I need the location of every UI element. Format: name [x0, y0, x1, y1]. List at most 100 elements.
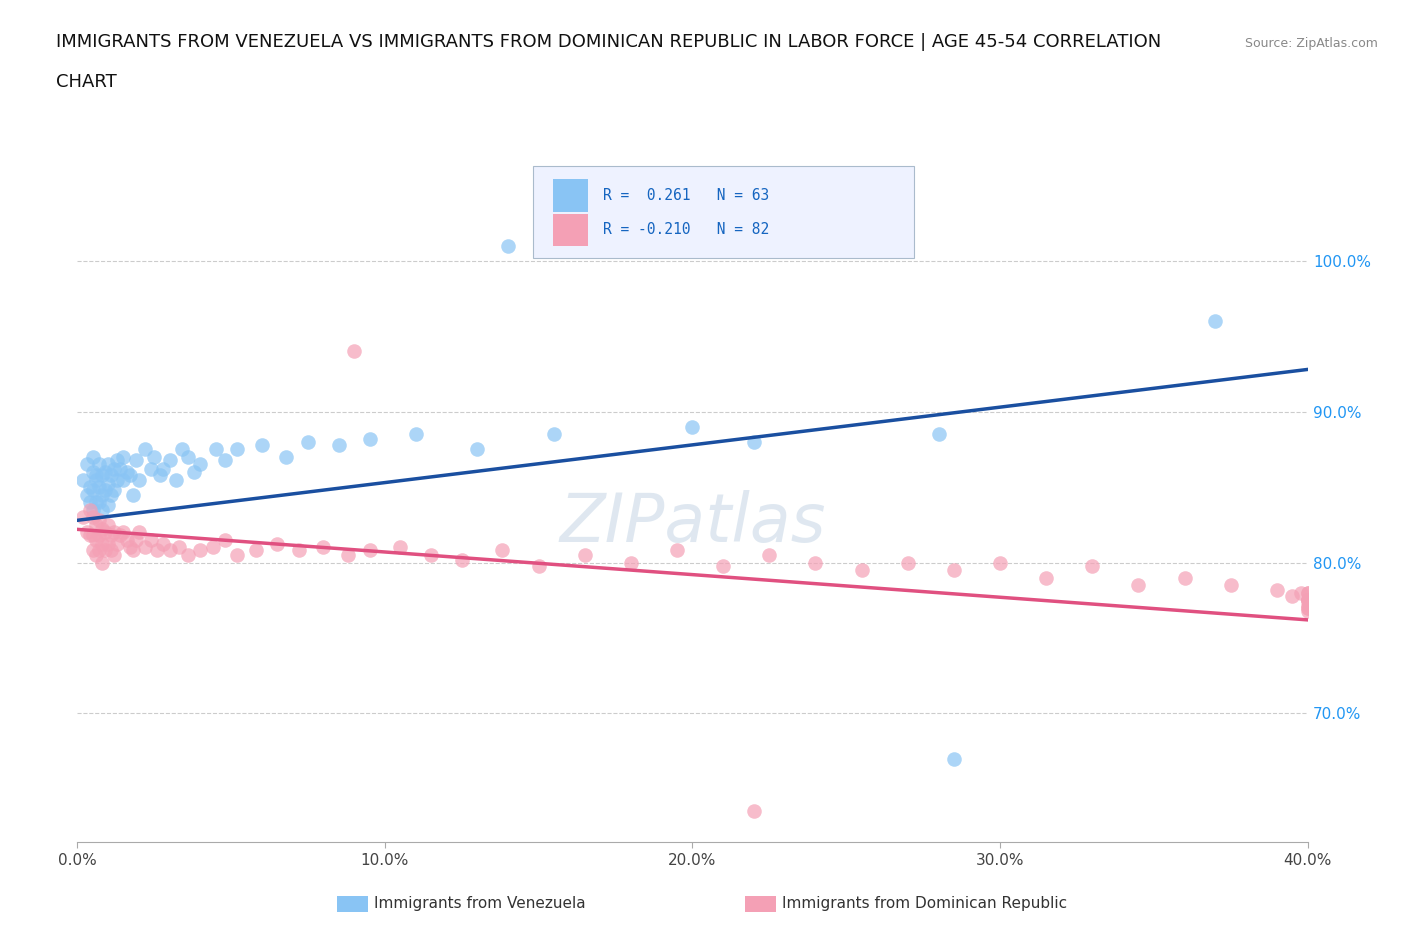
Point — [76, 525, 98, 539]
Point — [804, 555, 827, 570]
Point — [359, 432, 381, 446]
Point — [266, 537, 288, 551]
Point — [100, 528, 122, 543]
Point — [928, 849, 950, 864]
Text: Immigrants from Dominican Republic: Immigrants from Dominican Republic — [782, 897, 1067, 911]
Point — [177, 449, 200, 464]
Point — [152, 461, 174, 476]
Point — [1296, 597, 1319, 612]
Text: IMMIGRANTS FROM VENEZUELA VS IMMIGRANTS FROM DOMINICAN REPUBLIC IN LABOR FORCE |: IMMIGRANTS FROM VENEZUELA VS IMMIGRANTS … — [56, 33, 1161, 50]
Point — [204, 442, 226, 457]
Point — [1296, 592, 1319, 607]
Point — [928, 427, 950, 442]
Point — [97, 498, 120, 512]
Point — [170, 442, 193, 457]
Point — [1219, 578, 1241, 592]
Point — [82, 543, 104, 558]
Point — [128, 525, 150, 539]
Point — [527, 558, 550, 573]
Point — [337, 548, 360, 563]
Point — [79, 528, 101, 543]
Point — [1204, 313, 1226, 328]
Point — [1291, 585, 1313, 600]
Text: R =  0.261   N = 63: R = 0.261 N = 63 — [603, 188, 769, 203]
Point — [82, 449, 104, 464]
Point — [87, 543, 110, 558]
FancyBboxPatch shape — [554, 179, 588, 212]
Point — [97, 517, 120, 532]
Point — [214, 533, 236, 548]
Point — [1281, 589, 1303, 604]
Point — [758, 548, 780, 563]
Point — [1081, 558, 1104, 573]
Point — [84, 472, 107, 487]
Point — [988, 555, 1011, 570]
Point — [177, 548, 200, 563]
Point — [90, 487, 114, 502]
Point — [328, 437, 350, 452]
Point — [226, 442, 249, 457]
Point — [389, 540, 412, 555]
Point — [97, 537, 120, 551]
Point — [1296, 604, 1319, 618]
Point — [94, 465, 117, 480]
Point — [125, 453, 148, 468]
Point — [103, 483, 125, 498]
Point — [90, 537, 114, 551]
Point — [620, 555, 643, 570]
Point — [1296, 592, 1319, 607]
Point — [159, 453, 181, 468]
Point — [897, 555, 920, 570]
Point — [1296, 601, 1319, 616]
Point — [666, 543, 689, 558]
Point — [146, 543, 169, 558]
Point — [152, 537, 174, 551]
Point — [87, 512, 110, 527]
Point — [100, 468, 122, 483]
Point — [82, 502, 104, 517]
Point — [149, 468, 172, 483]
Point — [141, 533, 163, 548]
Text: ZIPatlas: ZIPatlas — [560, 489, 825, 555]
Point — [100, 543, 122, 558]
Point — [134, 540, 156, 555]
Point — [118, 540, 141, 555]
Point — [1296, 585, 1319, 600]
Point — [103, 461, 125, 476]
Point — [420, 548, 443, 563]
Point — [297, 434, 319, 449]
Point — [112, 472, 135, 487]
Point — [1174, 570, 1197, 585]
Point — [276, 449, 298, 464]
Point — [742, 434, 765, 449]
Point — [450, 552, 472, 567]
Point — [465, 442, 488, 457]
Point — [105, 472, 128, 487]
Point — [121, 543, 143, 558]
Point — [245, 543, 267, 558]
Point — [121, 487, 143, 502]
Text: Source: ZipAtlas.com: Source: ZipAtlas.com — [1244, 37, 1378, 50]
Point — [405, 427, 427, 442]
Point — [312, 540, 335, 555]
Point — [72, 510, 94, 525]
Point — [226, 548, 249, 563]
Point — [188, 543, 212, 558]
Point — [87, 480, 110, 495]
Point — [87, 528, 110, 543]
Point — [94, 483, 117, 498]
Point — [118, 468, 141, 483]
Point — [165, 472, 187, 487]
Point — [143, 449, 166, 464]
Point — [79, 480, 101, 495]
Point — [1296, 592, 1319, 607]
Point — [128, 472, 150, 487]
Point — [1035, 570, 1057, 585]
Point — [97, 457, 120, 472]
Point — [90, 522, 114, 537]
Point — [82, 465, 104, 480]
Point — [288, 543, 311, 558]
Point — [201, 540, 224, 555]
Point — [105, 537, 128, 551]
Point — [183, 465, 205, 480]
